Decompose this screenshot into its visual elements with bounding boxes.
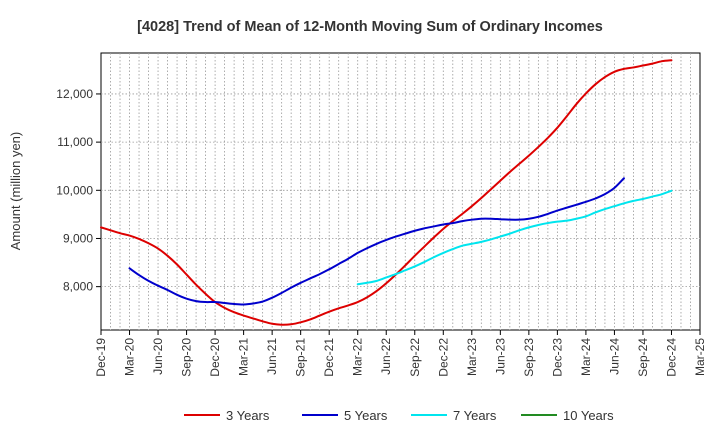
x-tick-label: Jun-20 bbox=[151, 338, 165, 375]
x-tick-label: Jun-23 bbox=[493, 338, 507, 375]
legend-label-10-years: 10 Years bbox=[563, 408, 614, 423]
grid-lines bbox=[101, 53, 700, 330]
x-tick-label: Mar-22 bbox=[351, 338, 365, 376]
legend-label-7-years: 7 Years bbox=[453, 408, 497, 423]
legend-label-5-years: 5 Years bbox=[344, 408, 388, 423]
x-tick-label: Mar-24 bbox=[579, 338, 593, 376]
y-axis: 8,000 9,000 10,000 11,000 12,000 bbox=[56, 87, 101, 294]
x-tick-label: Jun-22 bbox=[379, 338, 393, 375]
y-tick-label: 10,000 bbox=[56, 183, 93, 197]
x-axis: Dec-19 Mar-20 Jun-20 Sep-20 Dec-20 Mar-21 Jun-… bbox=[94, 330, 707, 377]
x-tick-label: Dec-19 bbox=[94, 338, 108, 377]
x-tick-label: Sep-20 bbox=[180, 338, 194, 377]
y-tick-label: 11,000 bbox=[57, 135, 93, 149]
x-tick-label: Mar-21 bbox=[237, 338, 251, 376]
x-tick-label: Dec-22 bbox=[436, 338, 450, 377]
x-tick-label: Sep-21 bbox=[294, 338, 308, 377]
legend: 3 Years 5 Years 7 Years 10 Years bbox=[184, 408, 614, 423]
x-tick-label: Dec-23 bbox=[550, 338, 564, 377]
chart-title: [4028] Trend of Mean of 12-Month Moving … bbox=[137, 19, 603, 35]
x-tick-label: Dec-21 bbox=[322, 338, 336, 377]
plot-area bbox=[100, 52, 701, 331]
y-tick-label: 9,000 bbox=[63, 231, 93, 245]
y-tick-label: 12,000 bbox=[56, 87, 93, 101]
x-tick-label: Sep-23 bbox=[522, 338, 536, 377]
x-tick-label: Mar-25 bbox=[693, 338, 707, 376]
x-tick-label: Sep-24 bbox=[636, 338, 650, 377]
x-tick-label: Jun-24 bbox=[607, 338, 621, 375]
y-tick-label: 8,000 bbox=[63, 280, 93, 294]
x-tick-label: Dec-20 bbox=[208, 338, 222, 377]
x-tick-label: Jun-21 bbox=[265, 338, 279, 375]
x-tick-label: Mar-23 bbox=[465, 338, 479, 376]
series-line-7-years bbox=[356, 189, 673, 286]
series-lines bbox=[100, 59, 673, 326]
x-tick-label: Sep-22 bbox=[408, 338, 422, 377]
series-line-5-years bbox=[128, 177, 625, 306]
x-tick-label: Mar-20 bbox=[123, 338, 137, 376]
series-line-3-years bbox=[100, 59, 673, 326]
x-tick-label: Dec-24 bbox=[664, 338, 678, 377]
legend-label-3-years: 3 Years bbox=[226, 408, 270, 423]
y-axis-label: Amount (million yen) bbox=[8, 132, 23, 251]
